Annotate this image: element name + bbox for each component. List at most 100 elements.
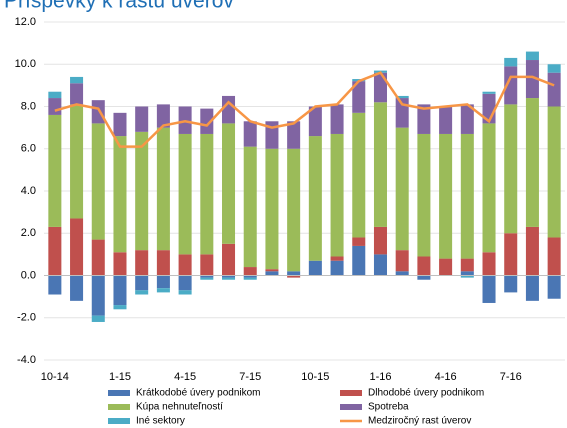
y-tick-label: 2.0 [21, 227, 36, 239]
bar-segment [178, 133, 192, 255]
bar-segment [373, 72, 387, 103]
bar-segment [460, 104, 474, 134]
bar-segment [178, 275, 192, 291]
bar-segment [395, 127, 409, 251]
bar-segment [308, 136, 322, 261]
legend-label: Krátkodobé úvery podnikom [136, 388, 261, 399]
bar-segment [200, 277, 214, 280]
bar-segment [547, 72, 561, 107]
bar-segment [156, 275, 170, 289]
bar-segment [243, 277, 257, 280]
bar-segment [156, 288, 170, 293]
bar-segment [135, 250, 149, 276]
bar-segment [330, 104, 344, 134]
bar-segment [482, 275, 496, 303]
legend-label: Iné sektory [136, 416, 185, 427]
bar-segment [547, 237, 561, 276]
bar-segment [265, 271, 279, 276]
bar-segment [135, 131, 149, 251]
x-tick-label: 7-15 [239, 371, 261, 383]
bar-segment [547, 275, 561, 299]
bar-segment [460, 258, 474, 272]
bar-segment [460, 275, 474, 278]
bar-segment [113, 112, 127, 137]
y-tick-label: -4.0 [17, 354, 36, 366]
bar-segment [482, 91, 496, 94]
bar-segment [352, 237, 366, 246]
bar-segment [547, 106, 561, 238]
bar-segment [525, 226, 539, 276]
bar-segment [222, 277, 236, 280]
bar-segment [352, 112, 366, 238]
bar-segment [504, 275, 518, 293]
bar-segment [135, 106, 149, 132]
x-tick-label: 4-16 [435, 371, 457, 383]
x-tick-label: 1-15 [109, 371, 131, 383]
bar-segment [243, 121, 257, 147]
bar-segment [417, 104, 431, 134]
bar-segment [135, 275, 149, 291]
legend-swatch [340, 390, 362, 396]
bar-segment [373, 254, 387, 276]
legend-label: Spotreba [368, 402, 409, 413]
bar-segment [48, 91, 62, 99]
bar-segment [395, 95, 409, 99]
y-tick-label: 6.0 [21, 143, 36, 155]
bar-segment [91, 239, 105, 276]
bar-segment [135, 290, 149, 295]
bar-segment [547, 64, 561, 73]
bar-segment [439, 106, 453, 134]
bar-segment [308, 106, 322, 137]
y-tick-label: -2.0 [17, 312, 36, 324]
bar-segment [330, 133, 344, 257]
bar-segment [178, 290, 192, 295]
bar-segment [525, 60, 539, 99]
y-tick-label: 10.0 [15, 58, 36, 70]
bar-segment [48, 275, 62, 295]
bar-segment [417, 275, 431, 280]
bar-segment [113, 252, 127, 276]
bar-segment [243, 275, 257, 278]
bar-segment [200, 254, 214, 276]
bar-segment [200, 108, 214, 134]
bar-segment [48, 226, 62, 276]
y-tick-label: 8.0 [21, 100, 36, 112]
bar-segment [200, 133, 214, 255]
y-tick-label: 4.0 [21, 185, 36, 197]
bar-segment [70, 104, 84, 219]
bar-segment [222, 95, 236, 124]
bar-segment [504, 233, 518, 276]
x-tick-label: 10-14 [41, 371, 69, 383]
bar-segment [156, 104, 170, 128]
bar-segment [113, 136, 127, 253]
bar-segment [113, 305, 127, 310]
bar-segment [287, 275, 301, 278]
bar-segment [222, 123, 236, 244]
x-tick-label: 7-16 [500, 371, 522, 383]
legend-swatch [108, 418, 130, 424]
bar-segment [113, 275, 127, 306]
bar-segment [70, 76, 84, 84]
bar-segment [287, 271, 301, 276]
bar-segment [482, 123, 496, 253]
bar-segment [222, 243, 236, 276]
bar-segment [91, 100, 105, 124]
bar-segment [287, 121, 301, 149]
bar-segment [395, 250, 409, 272]
bar-segment [460, 271, 474, 276]
bar-segment [308, 260, 322, 276]
bar-segment [70, 218, 84, 276]
bar-segment [91, 275, 105, 316]
bar-segment [504, 57, 518, 67]
legend-label: Medziročný rast úverov [368, 416, 471, 427]
bar-segment [243, 146, 257, 268]
bar-segment [439, 258, 453, 276]
bar-segment [417, 133, 431, 257]
bar-segment [265, 148, 279, 270]
bar-segment [200, 275, 214, 278]
bar-segment [48, 98, 62, 115]
bar-segment [330, 256, 344, 261]
bar-segment [287, 148, 301, 272]
bar-segment [352, 81, 366, 113]
